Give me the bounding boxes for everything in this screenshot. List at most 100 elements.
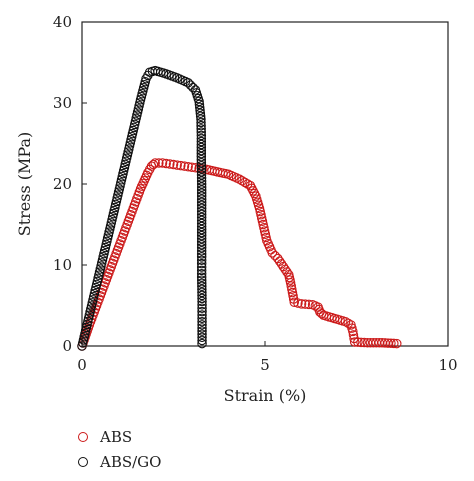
- data-point: [287, 287, 298, 298]
- data-point: [196, 230, 207, 241]
- data-point: [296, 299, 307, 309]
- data-point: [183, 78, 193, 88]
- data-point: [196, 120, 206, 131]
- data-point: [196, 224, 207, 235]
- data-point: [196, 127, 206, 137]
- data-point: [194, 102, 205, 113]
- data-point: [197, 320, 207, 330]
- data-point: [196, 275, 207, 285]
- data-point: [197, 323, 207, 333]
- data-point: [196, 124, 206, 134]
- data-point: [249, 188, 260, 199]
- data-point: [197, 335, 207, 346]
- data-point: [196, 188, 207, 198]
- data-point: [196, 167, 207, 177]
- data-point: [161, 158, 171, 169]
- data-point: [197, 290, 207, 301]
- y-tick-label: 0: [62, 337, 72, 355]
- data-point: [154, 158, 164, 168]
- data-point: [196, 194, 207, 204]
- abs-go-marker-icon: [78, 456, 88, 467]
- data-point: [196, 240, 207, 250]
- data-point: [197, 313, 207, 324]
- data-point: [359, 337, 370, 348]
- data-point: [197, 303, 207, 313]
- data-point: [197, 329, 207, 339]
- data-point: [196, 142, 207, 153]
- data-point: [300, 299, 311, 309]
- legend-label-abs-go: ABS/GO: [100, 452, 162, 471]
- data-point: [196, 255, 207, 266]
- data-point: [356, 337, 366, 348]
- data-point: [282, 267, 292, 277]
- data-point: [196, 269, 207, 279]
- data-point: [196, 197, 207, 207]
- data-point: [389, 338, 399, 349]
- data-point: [270, 250, 280, 261]
- data-point: [197, 284, 207, 295]
- data-point: [196, 148, 207, 159]
- data-point: [196, 246, 207, 256]
- data-point: [196, 170, 207, 180]
- data-point: [168, 159, 179, 170]
- data-point: [196, 191, 207, 201]
- data-point: [196, 249, 207, 259]
- data-point: [195, 108, 206, 119]
- data-point: [194, 96, 204, 107]
- data-point: [183, 161, 193, 172]
- legend-item-abs-go: ABS/GO: [78, 449, 161, 474]
- data-point: [196, 221, 207, 232]
- data-point: [194, 99, 205, 110]
- data-point: [348, 330, 359, 340]
- data-point: [286, 281, 296, 291]
- legend-item-abs: ABS: [78, 424, 161, 449]
- data-point: [157, 158, 168, 168]
- data-point: [234, 174, 245, 184]
- data-point: [197, 296, 207, 307]
- plot-frame: [81, 21, 449, 347]
- data-point: [196, 182, 207, 192]
- y-axis-label: Stress (MPa): [15, 132, 34, 236]
- data-point: [196, 136, 207, 147]
- series-abs: [77, 158, 402, 351]
- data-point: [196, 173, 207, 183]
- x-tick-label: 0: [77, 356, 87, 374]
- data-point: [196, 200, 207, 211]
- data-point: [196, 185, 207, 195]
- data-point: [196, 262, 207, 272]
- data-point: [340, 316, 351, 327]
- data-point: [197, 316, 207, 327]
- data-point: [197, 287, 207, 298]
- y-tick-label: 30: [53, 94, 72, 112]
- data-point: [196, 164, 207, 174]
- data-point: [196, 114, 206, 124]
- y-axis-ticks: 0 10 20 30 40: [53, 13, 87, 355]
- data-point: [196, 258, 207, 269]
- data-point: [288, 291, 298, 301]
- data-point: [196, 236, 207, 247]
- x-axis-label: Strain (%): [224, 386, 307, 405]
- data-point: [392, 338, 402, 349]
- data-point: [248, 186, 258, 196]
- data-point: [197, 332, 207, 343]
- data-point: [179, 161, 190, 171]
- data-point: [196, 117, 206, 128]
- data-point: [196, 233, 207, 244]
- x-tick-label: 10: [438, 356, 457, 374]
- data-point: [197, 281, 207, 292]
- data-point: [196, 154, 207, 165]
- data-point: [197, 326, 207, 336]
- y-tick-label: 10: [53, 256, 72, 274]
- series-layer: [77, 65, 402, 351]
- data-point: [304, 299, 314, 310]
- data-point: [349, 337, 360, 347]
- data-point: [240, 177, 250, 188]
- data-point: [196, 179, 207, 189]
- data-point: [197, 338, 207, 349]
- data-point: [196, 212, 207, 223]
- data-point: [196, 243, 207, 253]
- data-point: [196, 139, 207, 150]
- data-point: [285, 278, 296, 288]
- data-point: [267, 248, 278, 258]
- data-point: [245, 180, 256, 191]
